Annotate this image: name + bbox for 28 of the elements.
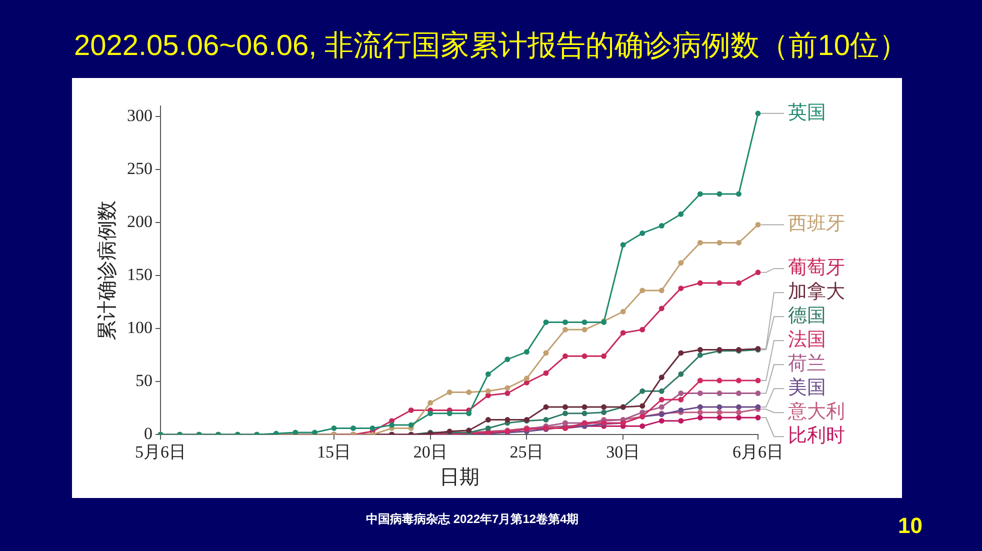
series-label: 比利时 (788, 426, 845, 447)
y-tick-label: 50 (136, 371, 152, 390)
y-tick-label: 250 (127, 159, 152, 178)
series-label: 荷兰 (788, 354, 826, 375)
text: 10 (898, 513, 922, 539)
y-tick-label: 200 (127, 212, 152, 232)
text: 中国病毒病杂志 2022年7月第12卷第4期 (366, 511, 579, 528)
series-label: 英国 (788, 102, 826, 124)
series-label: 德国 (788, 306, 826, 327)
y-tick-label: 150 (127, 265, 152, 284)
series-label: 葡萄牙 (788, 258, 845, 279)
y-tick-label: 300 (127, 106, 152, 126)
series-label: 美国 (788, 376, 826, 399)
series-label: 西班牙 (788, 214, 845, 235)
text: 加拿大 (788, 282, 845, 303)
y-tick-label: 100 (127, 318, 152, 338)
x-axis-title: 日期 (439, 466, 480, 488)
series-label: 意大利 (787, 402, 845, 423)
x-tick-label: 20日 (413, 442, 448, 462)
x-tick-label: 6月6日 (732, 442, 784, 462)
x-tick-label: 5月6日 (135, 442, 186, 462)
x-tick-label: 30日 (606, 442, 640, 462)
x-tick-label: 25日 (510, 442, 544, 462)
text: 法国 (788, 330, 826, 351)
y-tick-label: 0 (144, 424, 152, 444)
y-axis-title: 累计确诊病例数 (96, 200, 118, 340)
chart-title: 2022.05.06~06.06, 非流行国家累计报告的确诊病例数（前10位） (72, 29, 910, 64)
x-tick-label: 15日 (316, 442, 351, 462)
